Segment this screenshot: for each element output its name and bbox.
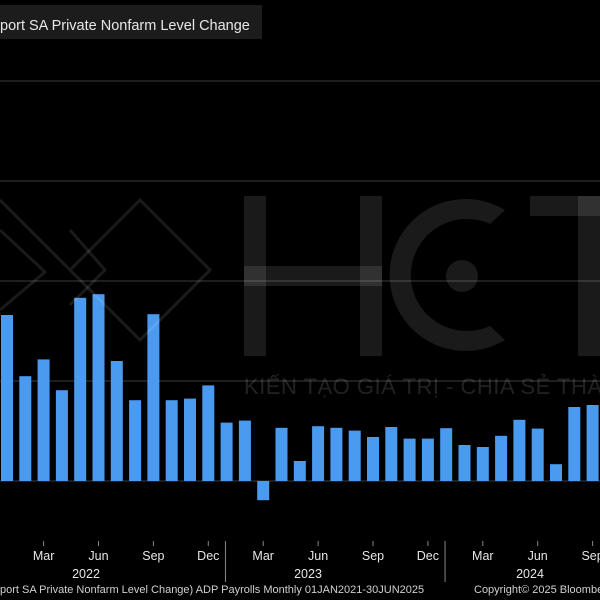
bar	[495, 435, 508, 481]
footer: port SA Private Nonfarm Level Change) AD…	[0, 582, 600, 600]
x-tick-label: Dec	[417, 549, 439, 563]
bar	[184, 398, 196, 481]
bar	[403, 438, 416, 481]
bar	[531, 428, 544, 481]
bar	[37, 359, 50, 481]
bar	[238, 420, 251, 481]
bar	[92, 294, 105, 481]
x-axis: Mar Jun Sep Dec Mar Jun Sep Dec Mar Jun Sep 2022 202…	[33, 541, 600, 582]
bar	[220, 422, 233, 481]
footer-copyright: Copyright© 2025 Bloomberg	[474, 584, 600, 596]
x-tick-label: Dec	[197, 549, 219, 563]
bar	[110, 361, 123, 481]
bar	[476, 447, 489, 481]
x-tick-label: Jun	[308, 549, 328, 563]
chart-area: Mar Jun Sep Dec Mar Jun Sep Dec Mar Jun Sep 2022 202…	[0, 80, 600, 582]
bar	[257, 481, 270, 501]
bar	[19, 376, 32, 481]
legend-box: port SA Private Nonfarm Level Change	[0, 5, 262, 39]
bar	[55, 390, 68, 481]
bar	[440, 428, 453, 481]
bar	[513, 419, 526, 481]
legend-text: port SA Private Nonfarm Level Change	[0, 18, 250, 34]
bar	[385, 427, 398, 481]
bar	[458, 445, 471, 481]
bar	[202, 385, 215, 481]
bar	[550, 464, 562, 481]
bar	[129, 400, 142, 481]
bar	[74, 297, 87, 481]
year-label: 2022	[72, 567, 100, 581]
bar	[165, 400, 178, 481]
bar	[147, 314, 160, 481]
bar	[293, 461, 306, 481]
bar	[330, 427, 343, 481]
x-tick-label: Mar	[252, 549, 274, 563]
footer-source: port SA Private Nonfarm Level Change) AD…	[0, 584, 425, 596]
grid-lines	[0, 80, 600, 482]
bar	[348, 430, 361, 481]
x-tick-label: Sep	[362, 549, 384, 563]
bar	[367, 437, 379, 481]
year-label: 2023	[294, 567, 322, 581]
year-label: 2024	[516, 567, 544, 581]
bar	[421, 438, 434, 481]
x-tick-label: Jun	[88, 549, 108, 563]
watermark-tagline: KIẾN TẠO GIÁ TRỊ - CHIA SẺ THÀNH	[244, 374, 600, 399]
x-tick-label: Jun	[528, 549, 548, 563]
bar	[312, 426, 325, 481]
bar	[568, 407, 581, 481]
bars	[1, 294, 599, 501]
bar	[275, 427, 288, 481]
x-tick-label: Sep	[581, 549, 600, 563]
x-tick-label: Sep	[142, 549, 164, 563]
x-tick-label: Mar	[33, 549, 55, 563]
bar	[1, 315, 13, 481]
x-tick-label: Mar	[472, 549, 494, 563]
bar	[586, 405, 599, 481]
